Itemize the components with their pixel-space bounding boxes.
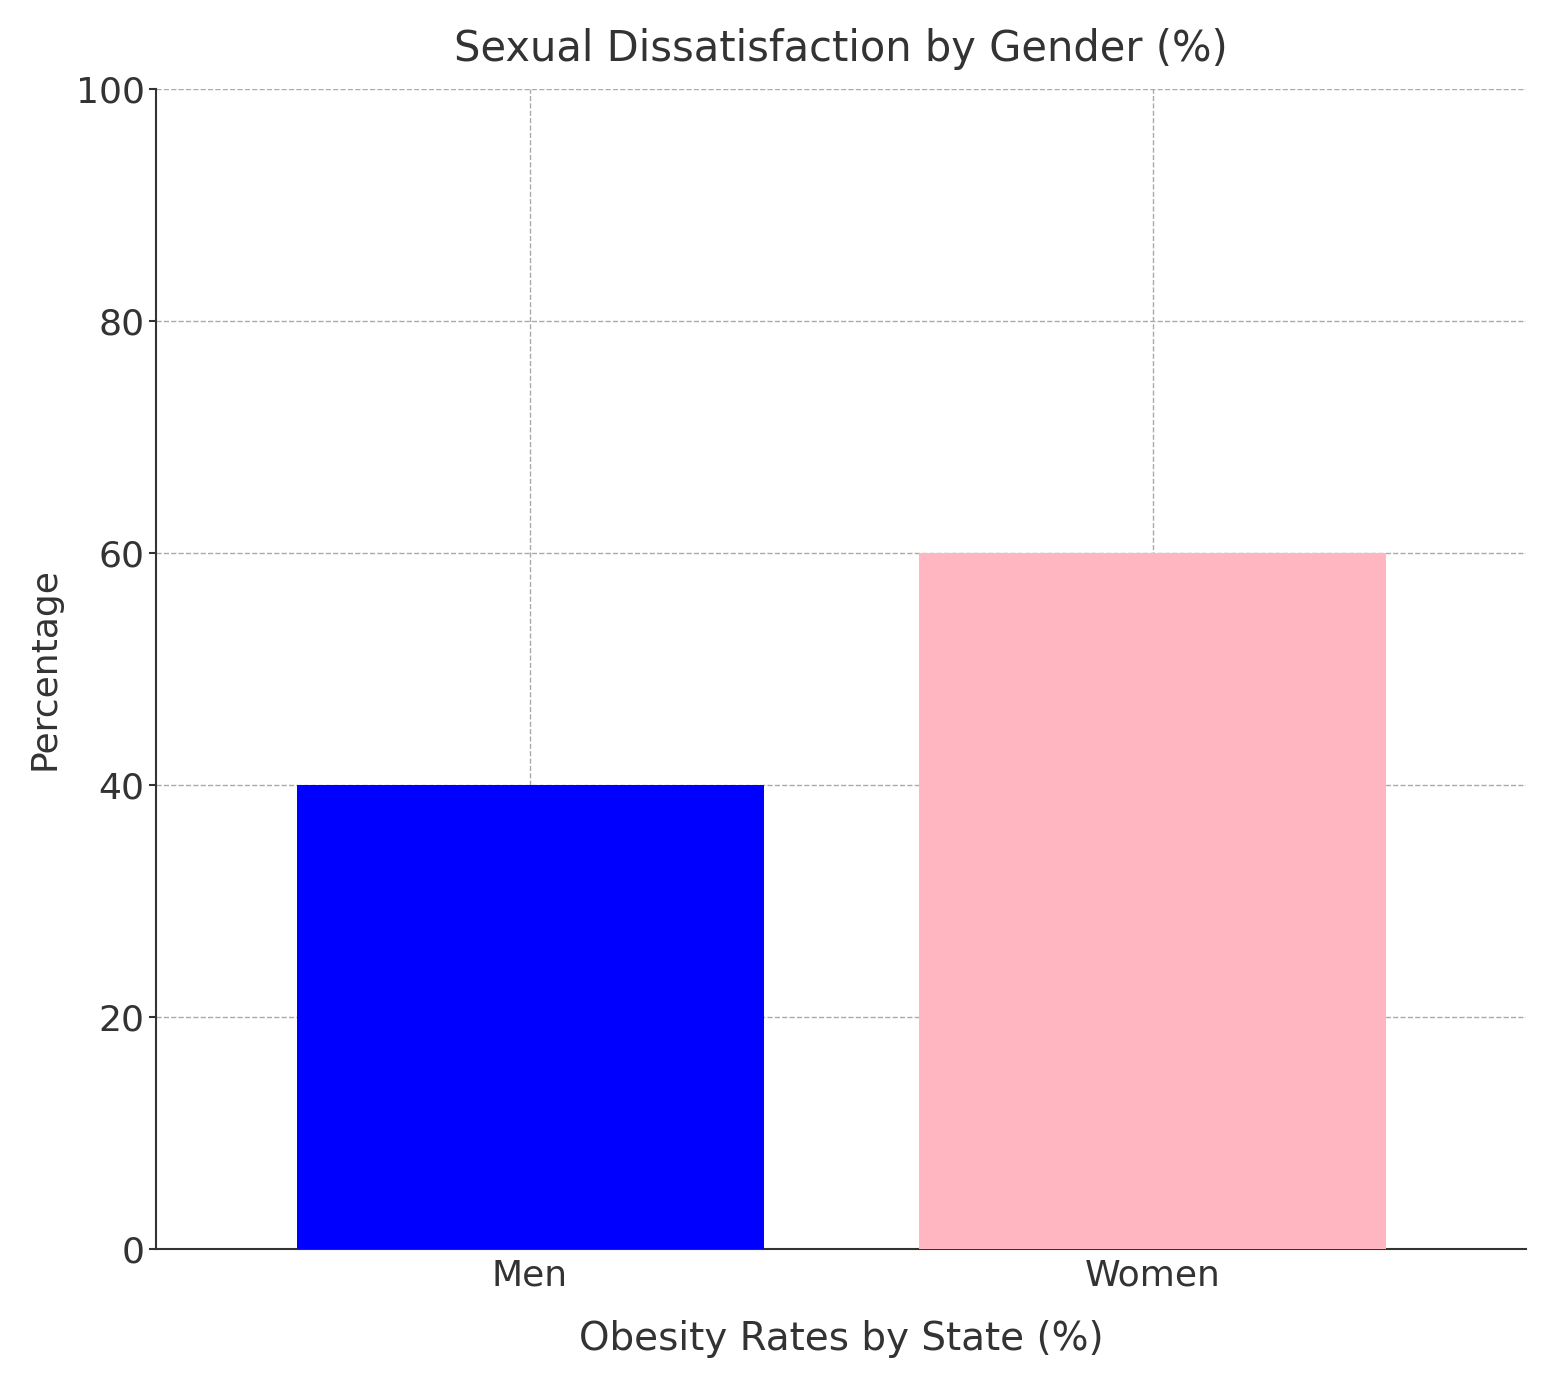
Title: Sexual Dissatisfaction by Gender (%): Sexual Dissatisfaction by Gender (%) <box>454 28 1228 69</box>
X-axis label: Obesity Rates by State (%): Obesity Rates by State (%) <box>580 1321 1103 1358</box>
Bar <box>297 784 763 1249</box>
Y-axis label: Percentage: Percentage <box>28 567 62 771</box>
Bar <box>918 553 1386 1249</box>
